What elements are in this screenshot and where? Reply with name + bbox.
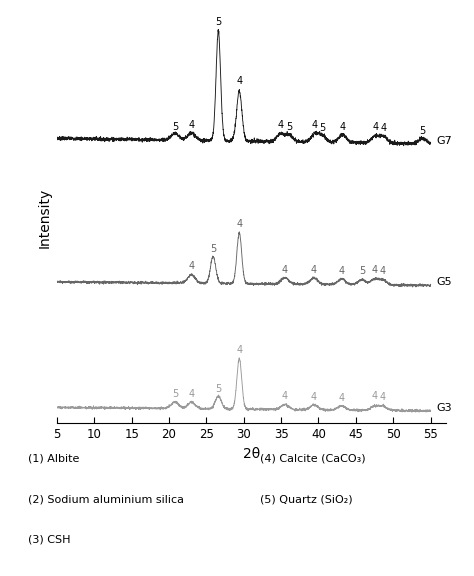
Text: 4: 4 (380, 266, 386, 276)
Text: 4: 4 (380, 392, 386, 402)
Text: 4: 4 (282, 265, 288, 275)
Text: 4: 4 (338, 266, 345, 276)
Text: 5: 5 (319, 123, 325, 133)
Text: 4: 4 (339, 122, 346, 132)
Text: (3) CSH: (3) CSH (28, 535, 70, 545)
Text: 5: 5 (172, 122, 178, 132)
Text: 4: 4 (372, 266, 378, 275)
Text: 4: 4 (312, 120, 318, 130)
Text: 4: 4 (188, 120, 194, 130)
Text: 4: 4 (236, 219, 242, 229)
Text: 4: 4 (188, 261, 194, 271)
Text: 4: 4 (338, 393, 345, 403)
Text: (1) Albite: (1) Albite (28, 454, 79, 464)
Text: 4: 4 (236, 77, 242, 86)
Text: 5: 5 (172, 389, 178, 399)
Text: (2) Sodium aluminium silica: (2) Sodium aluminium silica (28, 494, 184, 504)
Text: 5: 5 (215, 17, 221, 26)
Text: 4: 4 (372, 391, 378, 401)
Text: 4: 4 (372, 122, 378, 132)
Text: G7: G7 (437, 136, 452, 146)
Text: 4: 4 (311, 392, 317, 402)
Text: (4) Calcite (CaCO₃): (4) Calcite (CaCO₃) (260, 454, 365, 464)
Text: 5: 5 (359, 267, 365, 276)
Text: (5) Quartz (SiO₂): (5) Quartz (SiO₂) (260, 494, 352, 504)
Text: 4: 4 (236, 345, 242, 355)
Text: 4: 4 (311, 264, 317, 275)
Text: 4: 4 (188, 389, 194, 399)
Text: 4: 4 (282, 391, 288, 401)
Y-axis label: Intensity: Intensity (37, 187, 51, 248)
X-axis label: 2θ: 2θ (243, 447, 260, 461)
Text: 4: 4 (381, 123, 387, 133)
Text: 5: 5 (419, 126, 426, 136)
Text: 5: 5 (215, 384, 221, 393)
Text: G5: G5 (437, 277, 452, 287)
Text: G3: G3 (437, 403, 452, 412)
Text: 5: 5 (210, 244, 216, 254)
Text: 4: 4 (277, 120, 283, 130)
Text: 5: 5 (286, 122, 292, 132)
